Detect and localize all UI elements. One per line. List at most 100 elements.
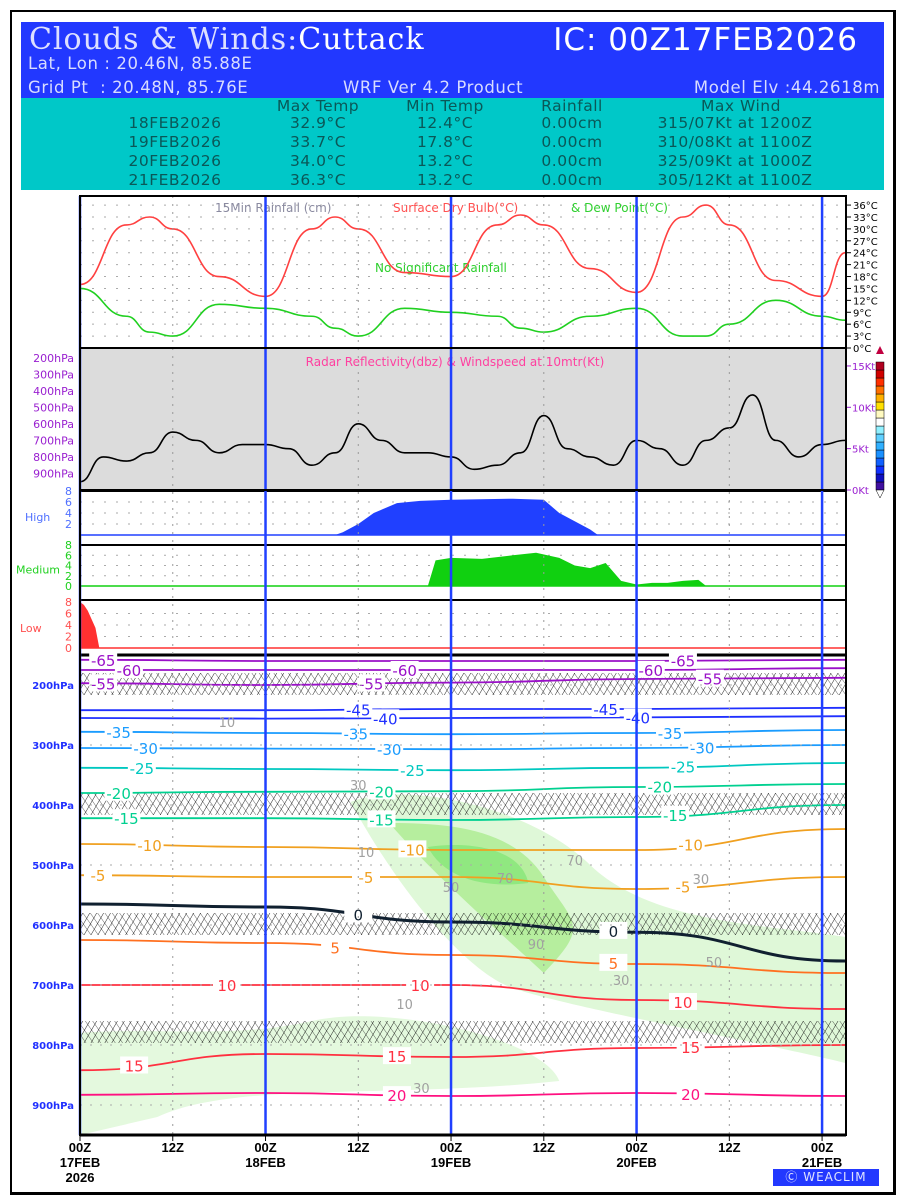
isotherm-line: [80, 667, 846, 671]
isotherm-label-bg: [375, 740, 404, 757]
high-cloud-tick-label: 8: [65, 485, 72, 498]
isotherm-label: -15: [114, 810, 139, 828]
radar-hpa-label: 200hPa: [33, 352, 74, 365]
no-rainfall-annotation: No Significant Rainfall: [375, 261, 507, 275]
col-header: Rainfall: [541, 97, 603, 115]
kt-tick-label: 5Kt: [852, 445, 869, 456]
isotherm-label-bg: [591, 700, 620, 717]
isotherm-label-bg: [344, 905, 373, 923]
isotherm-label-bg: [398, 760, 427, 778]
isotherm-label: -55: [698, 671, 723, 689]
isotherm-label: -55: [359, 675, 384, 693]
isotherm-label-bg: [212, 976, 241, 993]
summary-wind: 310/08Kt at 1100Z: [657, 133, 813, 151]
radar-hpa-label: 700hPa: [33, 435, 74, 448]
pressure-tick-label: 400hPa: [32, 801, 74, 812]
isotherm-label: 5: [330, 940, 340, 958]
isotherm-label: -30: [377, 741, 402, 759]
summary-rain: 0.00cm: [541, 152, 603, 170]
summary-date: 18FEB2026: [128, 114, 222, 132]
windspeed-10m-line: [79, 394, 846, 483]
isotherm-label: -30: [133, 740, 158, 758]
kt-tick-label: 0Kt: [852, 486, 869, 497]
isotherm-label-bg: [112, 809, 141, 827]
isotherm-label-bg: [695, 669, 724, 687]
isotherm-label-bg: [676, 835, 705, 853]
summary-min: 17.8°C: [416, 133, 474, 151]
kt-tick-label: 15Kt: [852, 362, 875, 373]
summary-rain: 0.00cm: [541, 133, 603, 151]
rh-contour-label: 10: [358, 846, 375, 861]
isotherm-label-bg: [668, 877, 697, 895]
high-cloud-label: High: [25, 511, 50, 524]
isotherm-label: -10: [400, 841, 425, 859]
high-cloud-tick-label: 6: [65, 496, 72, 509]
reflectivity-colorbar-cell: [875, 449, 885, 459]
isotherm-label-bg: [656, 723, 685, 741]
summary-date: 21FEB2026: [128, 171, 222, 189]
isotherm-label: -65: [671, 653, 696, 671]
title-prefix: Clouds & Winds:: [29, 22, 299, 57]
temp-tick-label: 24°C: [853, 249, 878, 260]
dewpoint-line: [79, 287, 846, 337]
time-axis-label: 12Z: [347, 1140, 369, 1155]
isotherm-label-bg: [676, 1038, 705, 1056]
isotherm-line: [79, 762, 846, 772]
radar-hpa-label: 600hPa: [33, 418, 74, 431]
rainfall-legend: 15Min Rainfall (cm): [215, 201, 331, 215]
wind-barbs-band: [80, 913, 846, 935]
reflectivity-colorbar-cell: [875, 409, 885, 419]
radar-hpa-label: 500hPa: [33, 402, 74, 415]
rh-contour-label: 30: [413, 1082, 430, 1097]
isotherm-label: -40: [373, 710, 398, 728]
high-cloud-tick-label: 2: [65, 518, 72, 531]
summary-max: 33.7°C: [289, 133, 347, 151]
isotherm-label-bg: [636, 660, 665, 678]
time-axis-label: 19FEB: [431, 1155, 471, 1170]
isotherm-label: -45: [346, 702, 371, 720]
rh-shade-lower: [80, 1016, 560, 1135]
product-label: WRF Ver 4.2 Product: [343, 78, 524, 97]
reflectivity-colorbar-cell: [875, 369, 885, 379]
time-axis-label: 2026: [66, 1170, 95, 1185]
pressure-tick-label: 300hPa: [32, 741, 74, 752]
colorbar-bottom-arrow: [875, 489, 885, 499]
isotherm-label: -35: [343, 726, 368, 744]
isotherm-label: -20: [648, 779, 673, 797]
isotherm-label: -30: [690, 739, 715, 757]
isotherm-label: -5: [91, 867, 106, 885]
dewpoint-legend: & Dew Point(°C): [571, 201, 668, 215]
temp-tick-label: 33°C: [853, 213, 878, 224]
temp-tick-label: 27°C: [853, 237, 878, 248]
isotherm-label: -20: [106, 785, 131, 803]
high-cloud-area: [80, 498, 846, 535]
isotherm-label: 15: [125, 1057, 144, 1075]
reflectivity-colorbar-cell: [875, 377, 885, 387]
model-elevation: Model Elv :44.2618m: [693, 78, 880, 97]
high-cloud-tick-label: 4: [65, 507, 72, 520]
isotherm-label: -60: [117, 662, 142, 680]
pressure-tick-label: 700hPa: [32, 981, 74, 992]
rh-contour-label: 10: [396, 998, 413, 1013]
wind-barbs-band: [80, 793, 846, 815]
isotherm-label: 10: [673, 994, 692, 1012]
initial-condition: IC: 00Z17FEB2026: [553, 22, 858, 58]
reflectivity-colorbar-cell: [875, 385, 885, 395]
isotherm-label-bg: [120, 1056, 149, 1074]
header-banner: Clouds & Winds:Cuttack IC: 00Z17FEB2026 …: [21, 22, 884, 98]
isotherm-label: -15: [663, 807, 688, 825]
isotherm-label-bg: [127, 759, 156, 777]
wind-barbs-band: [80, 1021, 846, 1043]
reflectivity-colorbar-cell: [875, 473, 885, 483]
reflectivity-colorbar-cell: [875, 441, 885, 451]
rh-shade-dark: [427, 844, 529, 885]
pressure-tick-label: 600hPa: [32, 921, 74, 932]
summary-min: 13.2°C: [416, 171, 474, 189]
isotherm-label: -45: [593, 701, 618, 719]
isotherm-label-bg: [371, 709, 400, 727]
isotherm-label: -25: [130, 760, 155, 778]
logo-text: WEACLIM: [803, 1170, 867, 1184]
medium-cloud-tick-label: 0: [65, 580, 72, 593]
isotherm-label-bg: [661, 805, 690, 823]
rh-contour-label: 70: [497, 872, 514, 887]
